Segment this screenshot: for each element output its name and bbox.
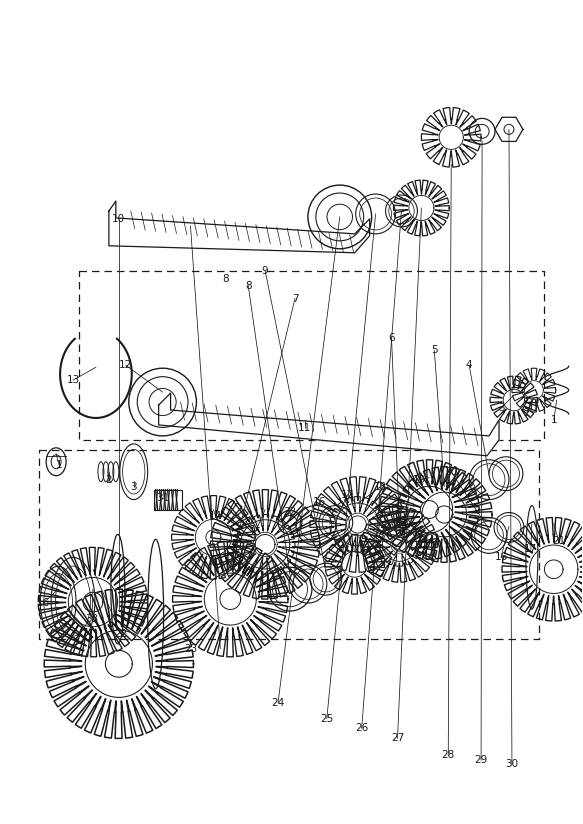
- Text: 26: 26: [355, 723, 368, 733]
- Text: 8: 8: [222, 274, 229, 283]
- Text: 29: 29: [475, 756, 488, 765]
- Text: 11: 11: [298, 423, 311, 433]
- Text: 6: 6: [388, 334, 395, 344]
- Text: 16: 16: [494, 552, 508, 562]
- Text: 17: 17: [341, 489, 354, 499]
- Text: 20: 20: [445, 466, 458, 477]
- FancyBboxPatch shape: [154, 489, 181, 509]
- Polygon shape: [159, 393, 499, 456]
- Text: 1: 1: [550, 415, 557, 425]
- Text: 21: 21: [552, 536, 566, 546]
- Text: 1: 1: [56, 460, 62, 470]
- Polygon shape: [109, 201, 370, 253]
- Text: 7: 7: [292, 293, 298, 303]
- Text: 24: 24: [272, 698, 285, 708]
- Text: 27: 27: [391, 733, 404, 743]
- Text: 23: 23: [184, 644, 197, 654]
- Text: 9: 9: [262, 265, 268, 276]
- Text: 10: 10: [113, 214, 125, 224]
- Text: 28: 28: [442, 751, 455, 761]
- Text: 3: 3: [498, 403, 504, 413]
- Text: 33: 33: [85, 614, 99, 624]
- Text: 2: 2: [524, 408, 530, 418]
- Text: 4: 4: [466, 360, 472, 370]
- Text: 30: 30: [505, 759, 518, 770]
- Text: 5: 5: [431, 345, 438, 355]
- Text: 8: 8: [245, 281, 251, 291]
- Text: 16: 16: [313, 497, 326, 507]
- Text: 15: 15: [248, 527, 262, 537]
- Text: 13: 13: [66, 375, 80, 385]
- Text: 2: 2: [106, 475, 112, 485]
- Text: 32: 32: [283, 507, 297, 517]
- Text: 25: 25: [320, 714, 333, 723]
- Text: 14: 14: [209, 511, 222, 521]
- Text: 16: 16: [37, 598, 50, 608]
- Text: 31: 31: [156, 493, 169, 503]
- Text: 18: 18: [374, 482, 387, 492]
- Text: 17: 17: [524, 545, 538, 555]
- Text: 3: 3: [131, 482, 137, 492]
- Text: 19: 19: [413, 475, 426, 485]
- Text: 22: 22: [114, 629, 128, 639]
- Text: 12: 12: [119, 360, 132, 370]
